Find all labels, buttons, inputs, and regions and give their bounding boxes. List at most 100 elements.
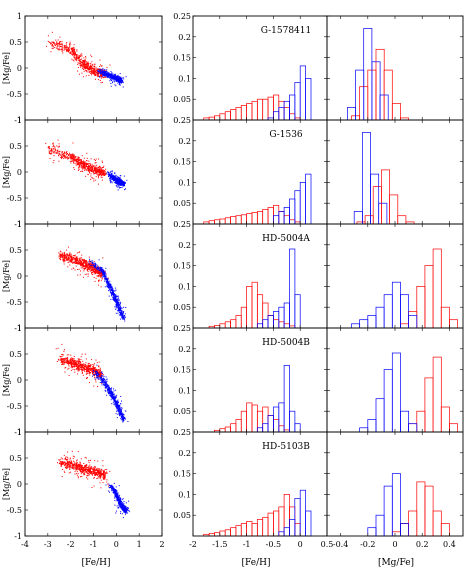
scatter-point <box>76 366 78 367</box>
scatter-point <box>99 370 101 372</box>
scatter-point <box>70 157 72 159</box>
scatter-point <box>94 72 96 74</box>
scatter-point <box>103 73 105 75</box>
scatter-point <box>86 71 88 73</box>
scatter-point <box>90 368 92 370</box>
scatter-point <box>72 158 74 159</box>
bar <box>400 294 409 329</box>
scatter-point <box>101 270 103 272</box>
bar <box>267 207 274 225</box>
scatter-point <box>91 71 93 73</box>
scatter-point <box>68 258 69 260</box>
scatter-point <box>86 152 88 154</box>
scatter-point <box>78 365 80 367</box>
y-tick-label: 0.5 <box>9 38 22 47</box>
scatter-point <box>117 77 119 79</box>
scatter-point <box>118 184 120 185</box>
scatter-point <box>117 182 119 184</box>
scatter-point <box>69 252 71 254</box>
scatter-point <box>62 259 64 261</box>
scatter-point <box>116 185 118 187</box>
scatter-point <box>48 147 50 149</box>
scatter-point <box>123 315 125 317</box>
bar <box>240 105 247 121</box>
scatter-point <box>84 64 86 66</box>
scatter-point <box>72 49 74 51</box>
scatter-point <box>103 165 105 167</box>
scatter-point <box>93 364 95 366</box>
scatter-point <box>74 156 75 158</box>
scatter-point <box>97 73 99 75</box>
scatter-point <box>115 177 117 179</box>
scatter-point <box>111 390 112 392</box>
scatter-point <box>92 177 94 179</box>
scatter-point <box>76 360 78 362</box>
scatter-point <box>86 266 88 268</box>
scatter-point <box>75 59 77 61</box>
scatter-point <box>61 254 63 256</box>
bar <box>251 100 258 121</box>
scatter-point <box>124 184 125 186</box>
scatter-point <box>121 400 122 402</box>
scatter-point <box>98 375 100 377</box>
scatter-point <box>87 164 88 165</box>
scatter-point <box>57 347 59 349</box>
scatter-point <box>84 273 86 275</box>
scatter-point <box>92 366 94 367</box>
scatter-point <box>76 263 78 264</box>
scatter-point <box>115 299 117 300</box>
scatter-point <box>95 372 97 374</box>
scatter-point <box>53 151 55 153</box>
scatter-point <box>65 357 67 359</box>
scatter-point <box>100 275 102 276</box>
bar <box>370 173 380 225</box>
scatter-point <box>81 155 83 157</box>
scatter-point <box>97 266 99 268</box>
scatter-point <box>59 43 61 45</box>
panel-r1-c2 <box>326 119 464 225</box>
scatter-point <box>99 68 101 70</box>
scatter-point <box>99 274 101 275</box>
bar <box>224 321 231 329</box>
scatter-point <box>80 264 82 266</box>
scatter-point <box>74 371 76 373</box>
scatter-point <box>120 80 122 82</box>
scatter-point <box>74 158 76 160</box>
scatter-point <box>104 70 106 72</box>
scatter-point <box>116 403 118 404</box>
bar <box>235 315 242 329</box>
scatter-point <box>102 73 104 75</box>
scatter-point <box>120 184 122 186</box>
scatter-point <box>94 367 96 369</box>
scatter-point <box>57 39 59 41</box>
scatter-point <box>106 173 108 175</box>
scatter-point <box>122 316 124 318</box>
y-tick-label: -1 <box>14 116 22 125</box>
scatter-point <box>99 369 101 371</box>
scatter-point <box>122 314 124 316</box>
scatter-point <box>99 70 101 72</box>
scatter-point <box>84 66 86 68</box>
scatter-point <box>58 252 60 254</box>
scatter-point <box>72 50 74 52</box>
scatter-point <box>110 174 111 176</box>
scatter-point <box>105 278 107 280</box>
scatter-point <box>117 312 119 314</box>
scatter-point <box>62 49 64 51</box>
scatter-point <box>76 60 78 62</box>
scatter-point <box>90 63 92 65</box>
scatter-point <box>77 164 79 165</box>
bar <box>273 111 280 121</box>
scatter-point <box>117 82 119 84</box>
scatter-point <box>96 168 98 170</box>
bar <box>262 209 269 225</box>
bar <box>278 107 285 121</box>
scatter-point <box>103 271 105 273</box>
scatter-point <box>88 160 90 162</box>
scatter-point <box>103 380 105 382</box>
panels: 10.50-0.5-1[Mg/Fe]0.250.20.150.10.05G-15… <box>2 12 464 549</box>
scatter-point <box>124 315 125 316</box>
scatter-point <box>100 275 101 277</box>
scatter-point <box>119 302 121 304</box>
scatter-point <box>70 48 72 50</box>
